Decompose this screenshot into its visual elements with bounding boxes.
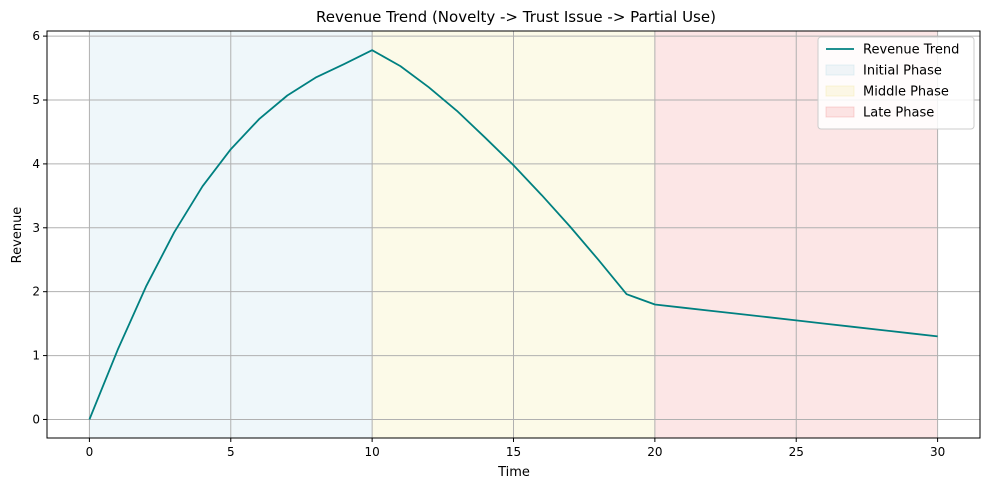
x-tick-label-3: 15 bbox=[506, 445, 521, 459]
legend-label-0: Revenue Trend bbox=[863, 43, 959, 58]
y-tick-label-4: 4 bbox=[32, 157, 40, 171]
series-line-0 bbox=[88, 49, 938, 420]
legend: Revenue Trend Initial Phase Middle Phase La… bbox=[817, 36, 975, 130]
y-tick-label-5: 5 bbox=[32, 93, 40, 107]
legend-patch-swatch-3 bbox=[825, 106, 855, 118]
legend-label-3: Late Phase bbox=[863, 106, 934, 121]
y-tick-label-3: 3 bbox=[32, 221, 40, 235]
chart-title: Revenue Trend (Novelty -> Trust Issue ->… bbox=[316, 8, 716, 26]
x-tick-label-0: 0 bbox=[86, 445, 94, 459]
series-group bbox=[88, 49, 938, 420]
legend-label-1: Initial Phase bbox=[863, 64, 942, 79]
legend-patch-swatch-1 bbox=[825, 64, 855, 76]
y-axis-ticks: 0 1 2 3 4 5 6 bbox=[32, 29, 47, 426]
x-axis-label: Time bbox=[497, 465, 530, 480]
x-tick-label-5: 25 bbox=[789, 445, 804, 459]
x-tick-label-4: 20 bbox=[647, 445, 662, 459]
x-axis-ticks: 0 5 10 15 20 25 30 bbox=[86, 438, 945, 459]
y-tick-label-6: 6 bbox=[32, 29, 40, 43]
y-tick-label-0: 0 bbox=[32, 412, 40, 426]
legend-patch-swatch-2 bbox=[825, 85, 855, 97]
x-tick-label-2: 10 bbox=[364, 445, 379, 459]
legend-label-2: Middle Phase bbox=[863, 85, 949, 100]
y-axis-label: Revenue bbox=[10, 207, 25, 264]
y-tick-label-1: 1 bbox=[32, 349, 40, 363]
legend-box bbox=[817, 36, 975, 130]
x-tick-label-1: 5 bbox=[227, 445, 235, 459]
y-tick-label-2: 2 bbox=[32, 285, 40, 299]
x-tick-label-6: 30 bbox=[930, 445, 945, 459]
